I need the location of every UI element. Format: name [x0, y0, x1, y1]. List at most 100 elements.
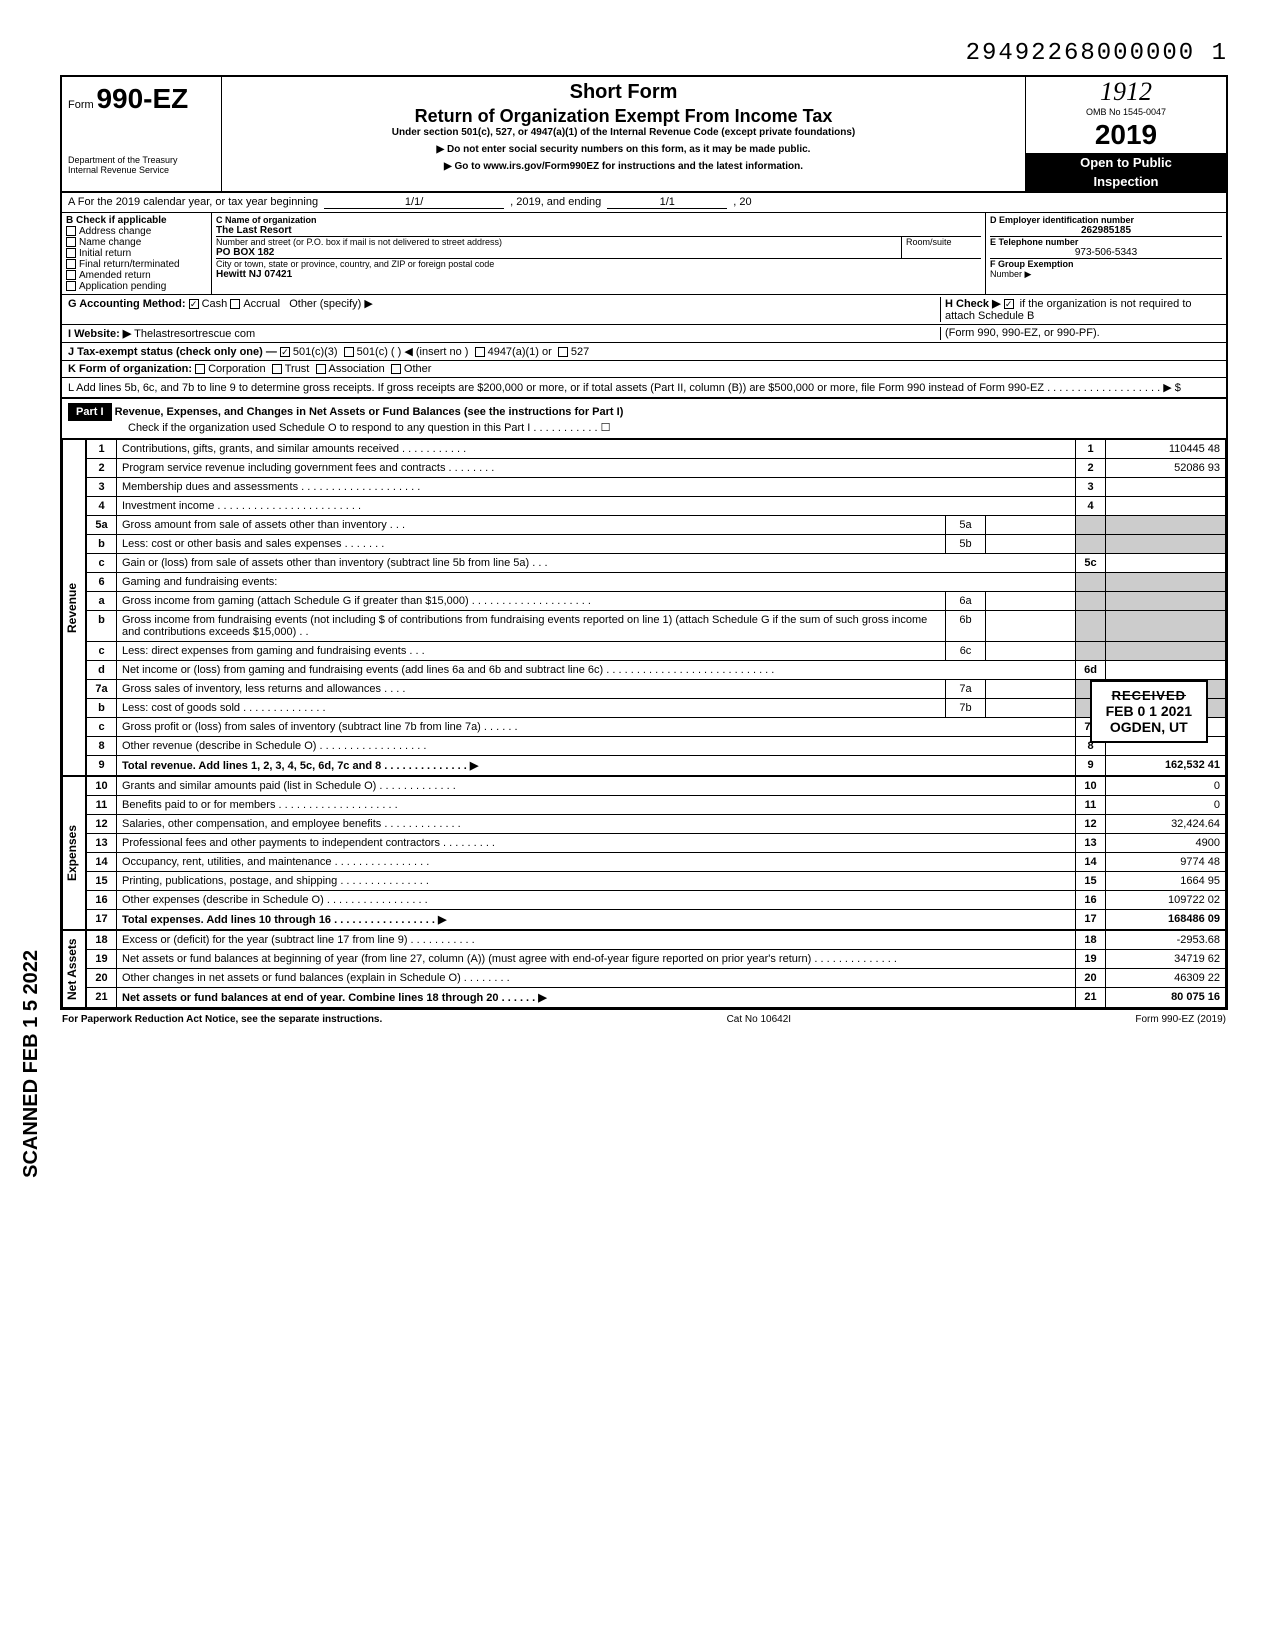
line-6d-ln: 6d	[1076, 661, 1106, 680]
netassets-table: 18Excess or (deficit) for the year (subt…	[86, 930, 1226, 1008]
chk-name-lbl: Name change	[79, 237, 141, 248]
chk-amended-lbl: Amended return	[79, 270, 151, 281]
expenses-table: 10Grants and similar amounts paid (list …	[86, 776, 1226, 930]
line-j: J Tax-exempt status (check only one) — ✓…	[60, 343, 1228, 361]
line-desc: Salaries, other compensation, and employ…	[117, 815, 1076, 834]
line-5b-desc: Less: cost or other basis and sales expe…	[117, 535, 946, 554]
part1-hdr: Part I	[68, 403, 112, 421]
4947-lbl: 4947(a)(1) or	[488, 346, 552, 358]
line-6c-desc: Less: direct expenses from gaming and fu…	[117, 642, 946, 661]
chk-schedule-b[interactable]: ✓	[1004, 299, 1014, 309]
chk-name[interactable]	[66, 237, 76, 247]
line-a-end-date: 1/1	[607, 196, 727, 209]
open-public-1: Open to Public	[1026, 153, 1226, 172]
line-desc: Contributions, gifts, grants, and simila…	[117, 440, 1076, 459]
chk-initial-lbl: Initial return	[79, 248, 131, 259]
form-subtitle: Return of Organization Exempt From Incom…	[232, 106, 1015, 127]
dept-label: Department of the Treasury	[68, 155, 215, 165]
line-num: 11	[87, 796, 117, 815]
line-amount: 52086 93	[1106, 459, 1226, 478]
line-desc: Grants and similar amounts paid (list in…	[117, 777, 1076, 796]
street-value: PO BOX 182	[216, 247, 901, 258]
line-a-end: , 20	[733, 196, 751, 209]
line-ref: 3	[1076, 478, 1106, 497]
insert-no: ) ◀ (insert no )	[398, 346, 469, 358]
part-1: Part I Revenue, Expenses, and Changes in…	[60, 399, 1228, 1010]
box-f-num: Number ▶	[990, 269, 1222, 280]
line-desc: Membership dues and assessments . . . . …	[117, 478, 1076, 497]
chk-initial[interactable]	[66, 248, 76, 258]
chk-address[interactable]	[66, 226, 76, 236]
open-public-2: Inspection	[1026, 172, 1226, 191]
chk-4947[interactable]	[475, 347, 485, 357]
line-desc: Program service revenue including govern…	[117, 459, 1076, 478]
line-6b-desc: Gross income from fundraising events (no…	[117, 611, 946, 642]
omb-number: OMB No 1545-0047	[1026, 107, 1226, 117]
website-value: Thelastresortrescue com	[134, 328, 255, 340]
line-num: 20	[87, 969, 117, 988]
form-under: Under section 501(c), 527, or 4947(a)(1)…	[232, 127, 1015, 138]
line-desc: Net assets or fund balances at end of ye…	[117, 988, 1076, 1008]
city-label: City or town, state or province, country…	[216, 259, 981, 269]
form-note2: ▶ Go to www.irs.gov/Form990EZ for instru…	[232, 161, 1015, 172]
footer-left: For Paperwork Reduction Act Notice, see …	[62, 1014, 382, 1025]
footer-mid: Cat No 10642I	[727, 1014, 792, 1025]
chk-accrual[interactable]	[230, 299, 240, 309]
line-num: 12	[87, 815, 117, 834]
line-k: K Form of organization: Corporation Trus…	[60, 361, 1228, 378]
chk-501c[interactable]	[344, 347, 354, 357]
phone-value: 973-506-5343	[990, 247, 1222, 258]
line-i: I Website: ▶ Thelastresortrescue com (Fo…	[60, 325, 1228, 343]
chk-other-org[interactable]	[391, 364, 401, 374]
line-ref: 14	[1076, 853, 1106, 872]
chk-trust[interactable]	[272, 364, 282, 374]
line-ref: 2	[1076, 459, 1106, 478]
line-7a-desc: Gross sales of inventory, less returns a…	[117, 680, 946, 699]
box-c-label: C Name of organization	[216, 215, 981, 225]
line-desc: Professional fees and other payments to …	[117, 834, 1076, 853]
accrual-lbl: Accrual	[243, 298, 280, 310]
line-7c-desc: Gross profit or (loss) from sales of inv…	[117, 718, 1076, 737]
line-desc: Benefits paid to or for members . . . . …	[117, 796, 1076, 815]
other-method-lbl: Other (specify) ▶	[289, 298, 373, 310]
line-i-label: I Website: ▶	[68, 328, 131, 340]
line-amount: 110445 48	[1106, 440, 1226, 459]
chk-cash[interactable]: ✓	[189, 299, 199, 309]
line-l: L Add lines 5b, 6c, and 7b to line 9 to …	[60, 378, 1228, 399]
line-num: 2	[87, 459, 117, 478]
line-ref: 12	[1076, 815, 1106, 834]
line-6c-ln: 6c	[946, 642, 986, 661]
line-amount: 0	[1106, 777, 1226, 796]
line-desc: Total expenses. Add lines 10 through 16 …	[117, 910, 1076, 930]
entity-block: B Check if applicable Address change Nam…	[60, 213, 1228, 295]
line-amount: 0	[1106, 796, 1226, 815]
line-a-mid: , 2019, and ending	[510, 196, 601, 209]
chk-pending[interactable]	[66, 281, 76, 291]
line-amount	[1106, 497, 1226, 516]
box-f-label: F Group Exemption	[990, 258, 1222, 269]
line-amount: 34719 62	[1106, 950, 1226, 969]
line-num: 21	[87, 988, 117, 1008]
line-ref: 13	[1076, 834, 1106, 853]
room-suite-label: Room/suite	[901, 237, 981, 258]
chk-assoc[interactable]	[316, 364, 326, 374]
line-k-label: K Form of organization:	[68, 363, 192, 375]
other-org-lbl: Other	[404, 363, 432, 375]
line-7b-desc: Less: cost of goods sold . . . . . . . .…	[117, 699, 946, 718]
chk-final[interactable]	[66, 259, 76, 269]
chk-corp[interactable]	[195, 364, 205, 374]
chk-amended[interactable]	[66, 270, 76, 280]
501c3-lbl: 501(c)(3)	[293, 346, 338, 358]
line-amount: 46309 22	[1106, 969, 1226, 988]
chk-501c3[interactable]: ✓	[280, 347, 290, 357]
corp-lbl: Corporation	[208, 363, 265, 375]
line-6a-desc: Gross income from gaming (attach Schedul…	[117, 592, 946, 611]
chk-527[interactable]	[558, 347, 568, 357]
line-j-label: J Tax-exempt status (check only one) —	[68, 346, 277, 358]
line-desc: Other changes in net assets or fund bala…	[117, 969, 1076, 988]
trust-lbl: Trust	[285, 363, 310, 375]
line-amount: 168486 09	[1106, 910, 1226, 930]
box-b-title: B Check if applicable	[66, 215, 207, 226]
line-ref: 20	[1076, 969, 1106, 988]
line-desc: Net assets or fund balances at beginning…	[117, 950, 1076, 969]
